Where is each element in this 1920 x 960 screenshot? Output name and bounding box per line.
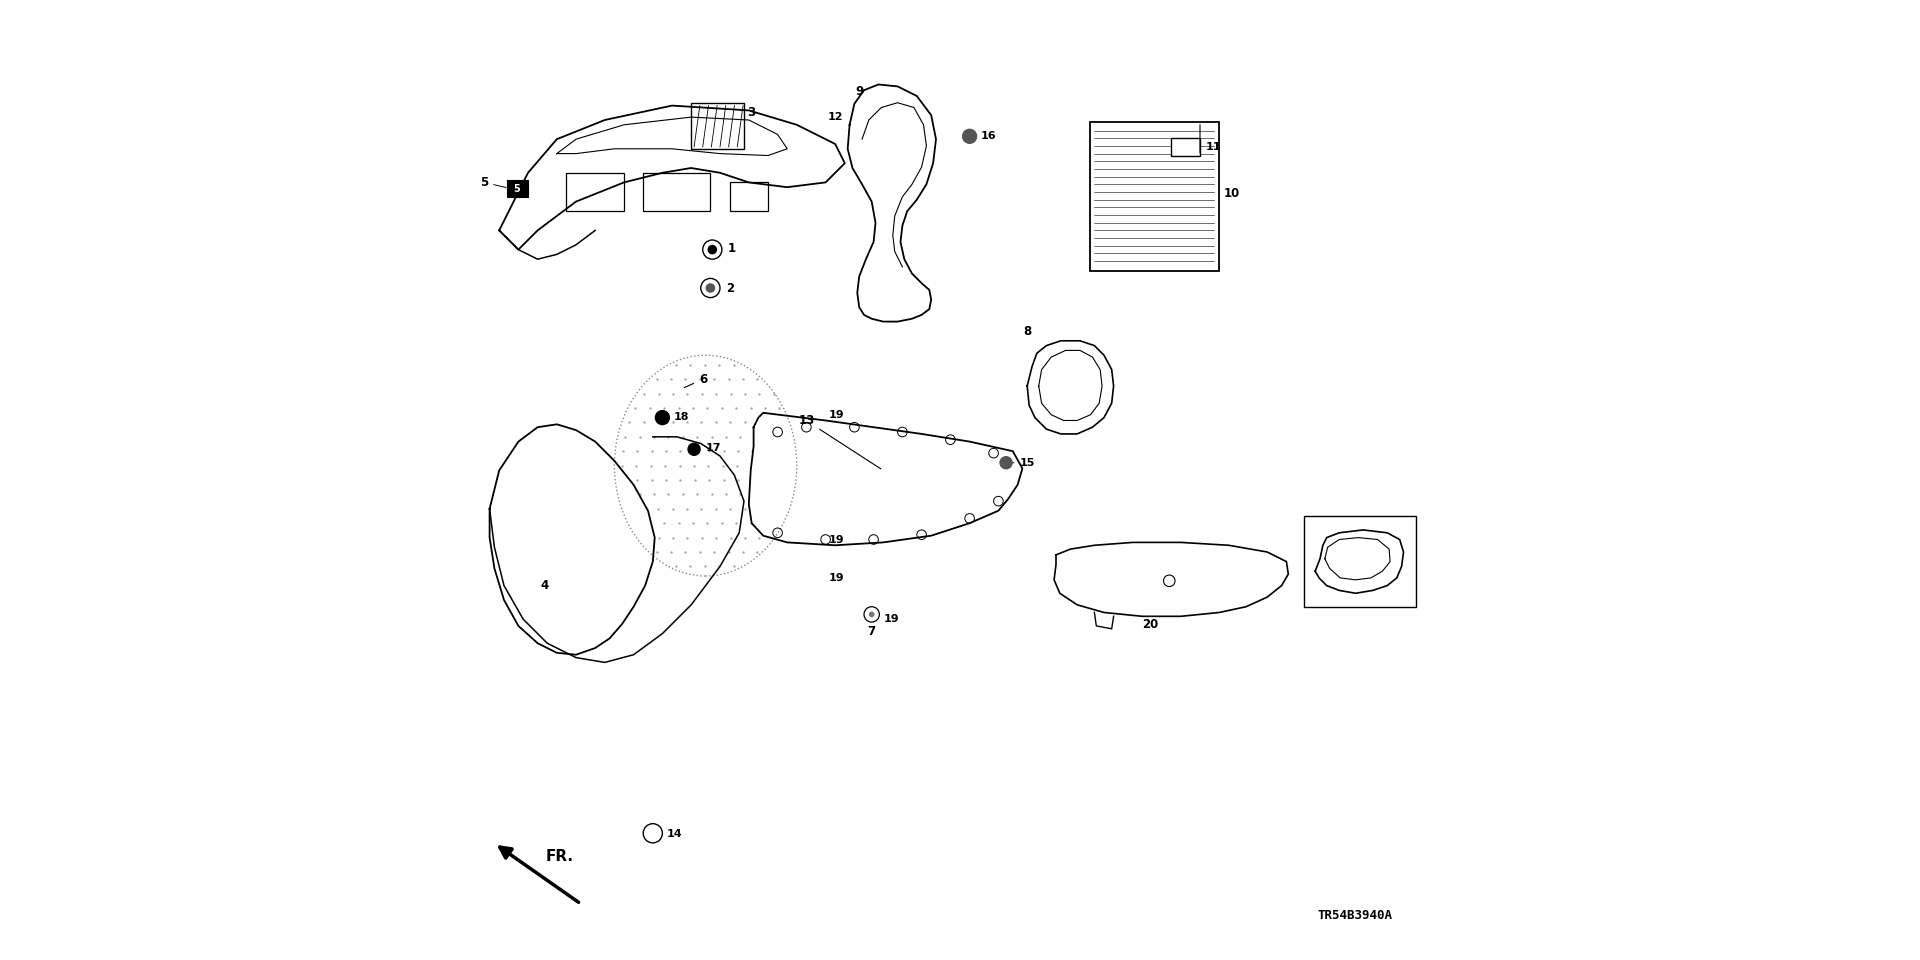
Text: 8: 8 — [1023, 324, 1031, 338]
Text: 20: 20 — [1142, 617, 1158, 631]
Bar — [507, 180, 528, 197]
Circle shape — [655, 410, 670, 425]
Text: TR54B3940A: TR54B3940A — [1317, 908, 1392, 922]
Text: 13: 13 — [799, 414, 881, 468]
Text: 7: 7 — [868, 625, 876, 638]
Text: 19: 19 — [829, 573, 845, 583]
Polygon shape — [490, 424, 655, 655]
Text: 5: 5 — [513, 184, 520, 194]
Text: 10: 10 — [1225, 187, 1240, 201]
Circle shape — [962, 129, 977, 144]
Text: 19: 19 — [829, 535, 845, 544]
Text: 3: 3 — [747, 106, 755, 119]
Polygon shape — [849, 84, 937, 322]
Text: 9: 9 — [854, 84, 864, 98]
Text: 5: 5 — [480, 176, 507, 189]
Bar — [1089, 122, 1219, 271]
Bar — [566, 173, 624, 211]
Text: 2: 2 — [726, 281, 733, 295]
Circle shape — [868, 612, 874, 617]
Polygon shape — [749, 413, 1021, 545]
Text: 19: 19 — [883, 614, 899, 624]
Text: 16: 16 — [981, 132, 996, 141]
Text: 4: 4 — [541, 579, 549, 592]
Circle shape — [687, 443, 701, 456]
Text: 12: 12 — [828, 112, 843, 122]
Text: 11: 11 — [1206, 142, 1221, 152]
Polygon shape — [1054, 542, 1288, 616]
Bar — [691, 103, 745, 149]
Text: FR.: FR. — [545, 849, 574, 864]
Bar — [1171, 138, 1200, 156]
Circle shape — [998, 456, 1014, 469]
Polygon shape — [1027, 341, 1114, 434]
Text: 15: 15 — [1008, 458, 1035, 468]
Bar — [730, 182, 768, 211]
Text: 14: 14 — [666, 829, 682, 839]
Polygon shape — [499, 106, 845, 250]
Text: 6: 6 — [684, 372, 707, 388]
Text: 19: 19 — [829, 410, 845, 420]
Polygon shape — [1315, 530, 1404, 593]
Circle shape — [707, 245, 716, 254]
Bar — [1304, 516, 1415, 607]
Text: 1: 1 — [728, 242, 735, 255]
Bar — [643, 173, 710, 211]
Text: 17: 17 — [707, 444, 722, 453]
Circle shape — [707, 283, 714, 293]
Text: 18: 18 — [674, 412, 689, 421]
